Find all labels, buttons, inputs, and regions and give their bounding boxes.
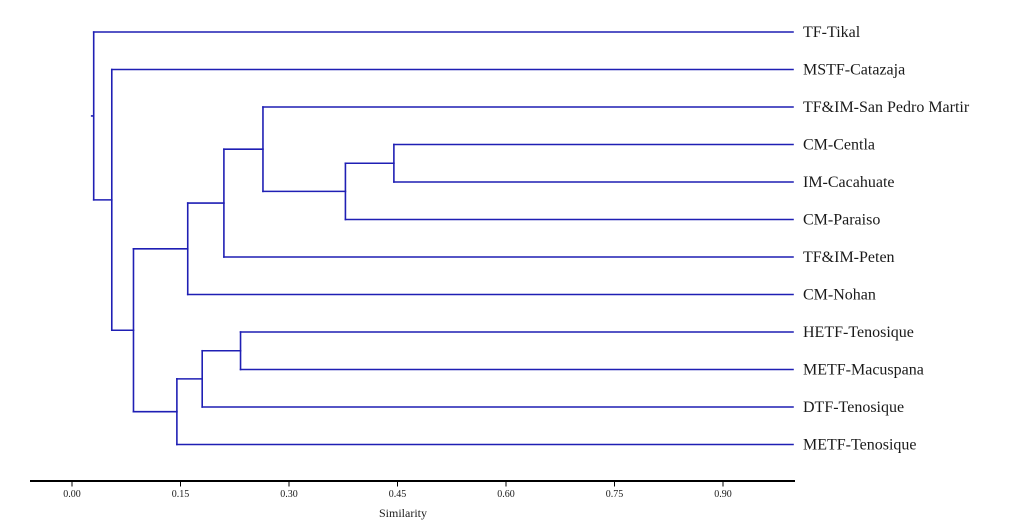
leaf-label: METF-Tenosique — [803, 437, 917, 454]
x-tick-label: 0.75 — [606, 489, 624, 500]
x-tick-label: 0.45 — [389, 489, 407, 500]
leaf-label: MSTF-Catazaja — [803, 62, 905, 79]
leaf-label: TF-Tikal — [803, 24, 861, 41]
leaf-label: DTF-Tenosique — [803, 399, 904, 416]
x-axis-title: Similarity — [379, 506, 427, 520]
leaf-label: TF&IM-Peten — [803, 249, 895, 266]
leaf-labels: TF-Tikal MSTF-Catazaja TF&IM-San Pedro Mar… — [803, 24, 970, 454]
leaf-label: METF-Macuspana — [803, 362, 924, 379]
x-tick-label: 0.00 — [63, 489, 81, 500]
x-axis: 0.00 0.15 0.30 0.45 0.60 0.75 0.90 — [30, 480, 795, 500]
leaf-label: TF&IM-San Pedro Martir — [803, 99, 970, 116]
leaf-label: CM-Centla — [803, 137, 875, 154]
leaf-label: IM-Cacahuate — [803, 174, 895, 191]
leaf-label: HETF-Tenosique — [803, 324, 914, 341]
x-tick-label: 0.15 — [172, 489, 190, 500]
x-tick-label: 0.30 — [280, 489, 298, 500]
leaf-label: CM-Nohan — [803, 287, 876, 304]
x-tick-label: 0.90 — [714, 489, 732, 500]
leaf-label: CM-Paraiso — [803, 212, 880, 229]
dendrogram-branches — [90, 31, 794, 446]
x-tick-label: 0.60 — [497, 489, 515, 500]
